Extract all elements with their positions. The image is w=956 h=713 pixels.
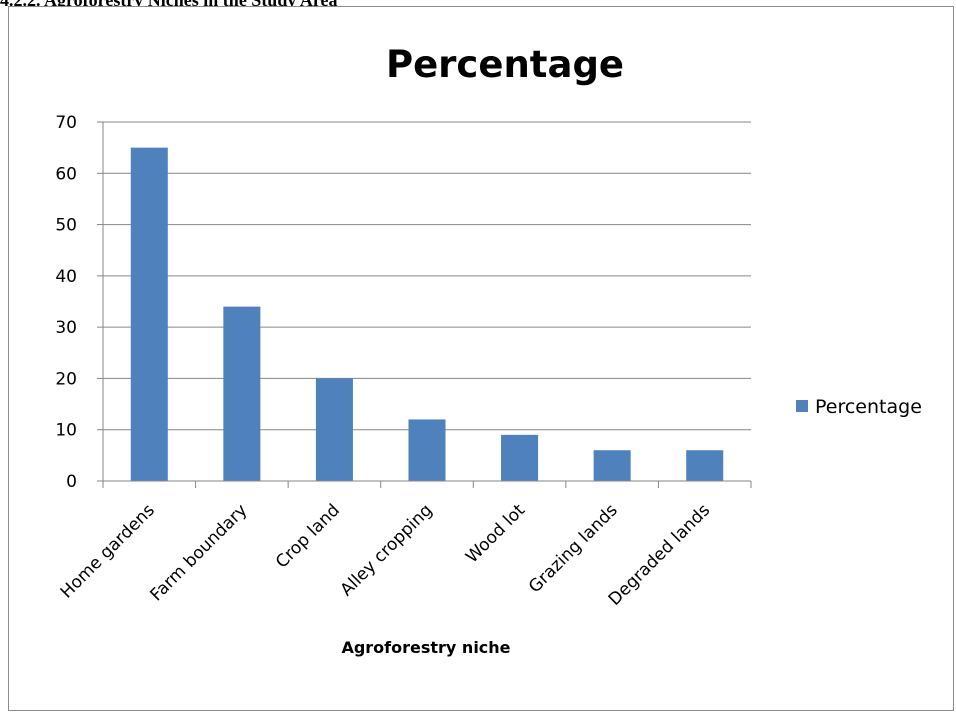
y-tick-label: 50 xyxy=(55,216,77,236)
x-axis-label: Agroforestry niche xyxy=(341,638,510,657)
legend-label: Percentage xyxy=(815,396,922,418)
y-tick-label: 70 xyxy=(55,113,77,133)
gridlines xyxy=(103,121,751,431)
bars xyxy=(130,147,724,481)
y-tick-label: 30 xyxy=(55,318,77,338)
axes xyxy=(97,121,752,488)
legend: Percentage xyxy=(796,396,922,418)
bar-wood-lot xyxy=(501,434,539,481)
bar-degraded-lands xyxy=(686,450,724,481)
y-tick-label: 10 xyxy=(55,421,77,441)
y-tick-label: 0 xyxy=(66,472,77,492)
y-tick-label: 40 xyxy=(55,267,77,287)
x-tick-label: Crop land xyxy=(272,500,344,572)
y-tick-label: 60 xyxy=(55,164,77,184)
y-tick-labels: 0 10 20 30 40 50 60 70 xyxy=(55,113,77,492)
x-tick-label: Alley cropping xyxy=(337,500,437,600)
x-tick-label: Home gardens xyxy=(57,500,159,602)
bar-grazing-lands xyxy=(593,450,631,481)
x-tick-label: Degraded lands xyxy=(605,500,715,610)
bar-alley-cropping xyxy=(408,419,446,481)
x-tick-label: Grazing lands xyxy=(525,500,622,597)
bar-crop-land xyxy=(315,378,353,481)
bar-farm-boundary xyxy=(223,306,261,481)
y-tick-label: 20 xyxy=(55,369,77,389)
bar-home-gardens xyxy=(130,147,168,481)
x-tick-label: Farm boundary xyxy=(147,500,252,605)
legend-swatch xyxy=(796,400,808,412)
chart-title: Percentage xyxy=(386,43,624,86)
section-heading: 4.2.2. Agroforestry Niches in the Study … xyxy=(0,0,338,10)
x-tick-label: Wood lot xyxy=(462,500,529,567)
